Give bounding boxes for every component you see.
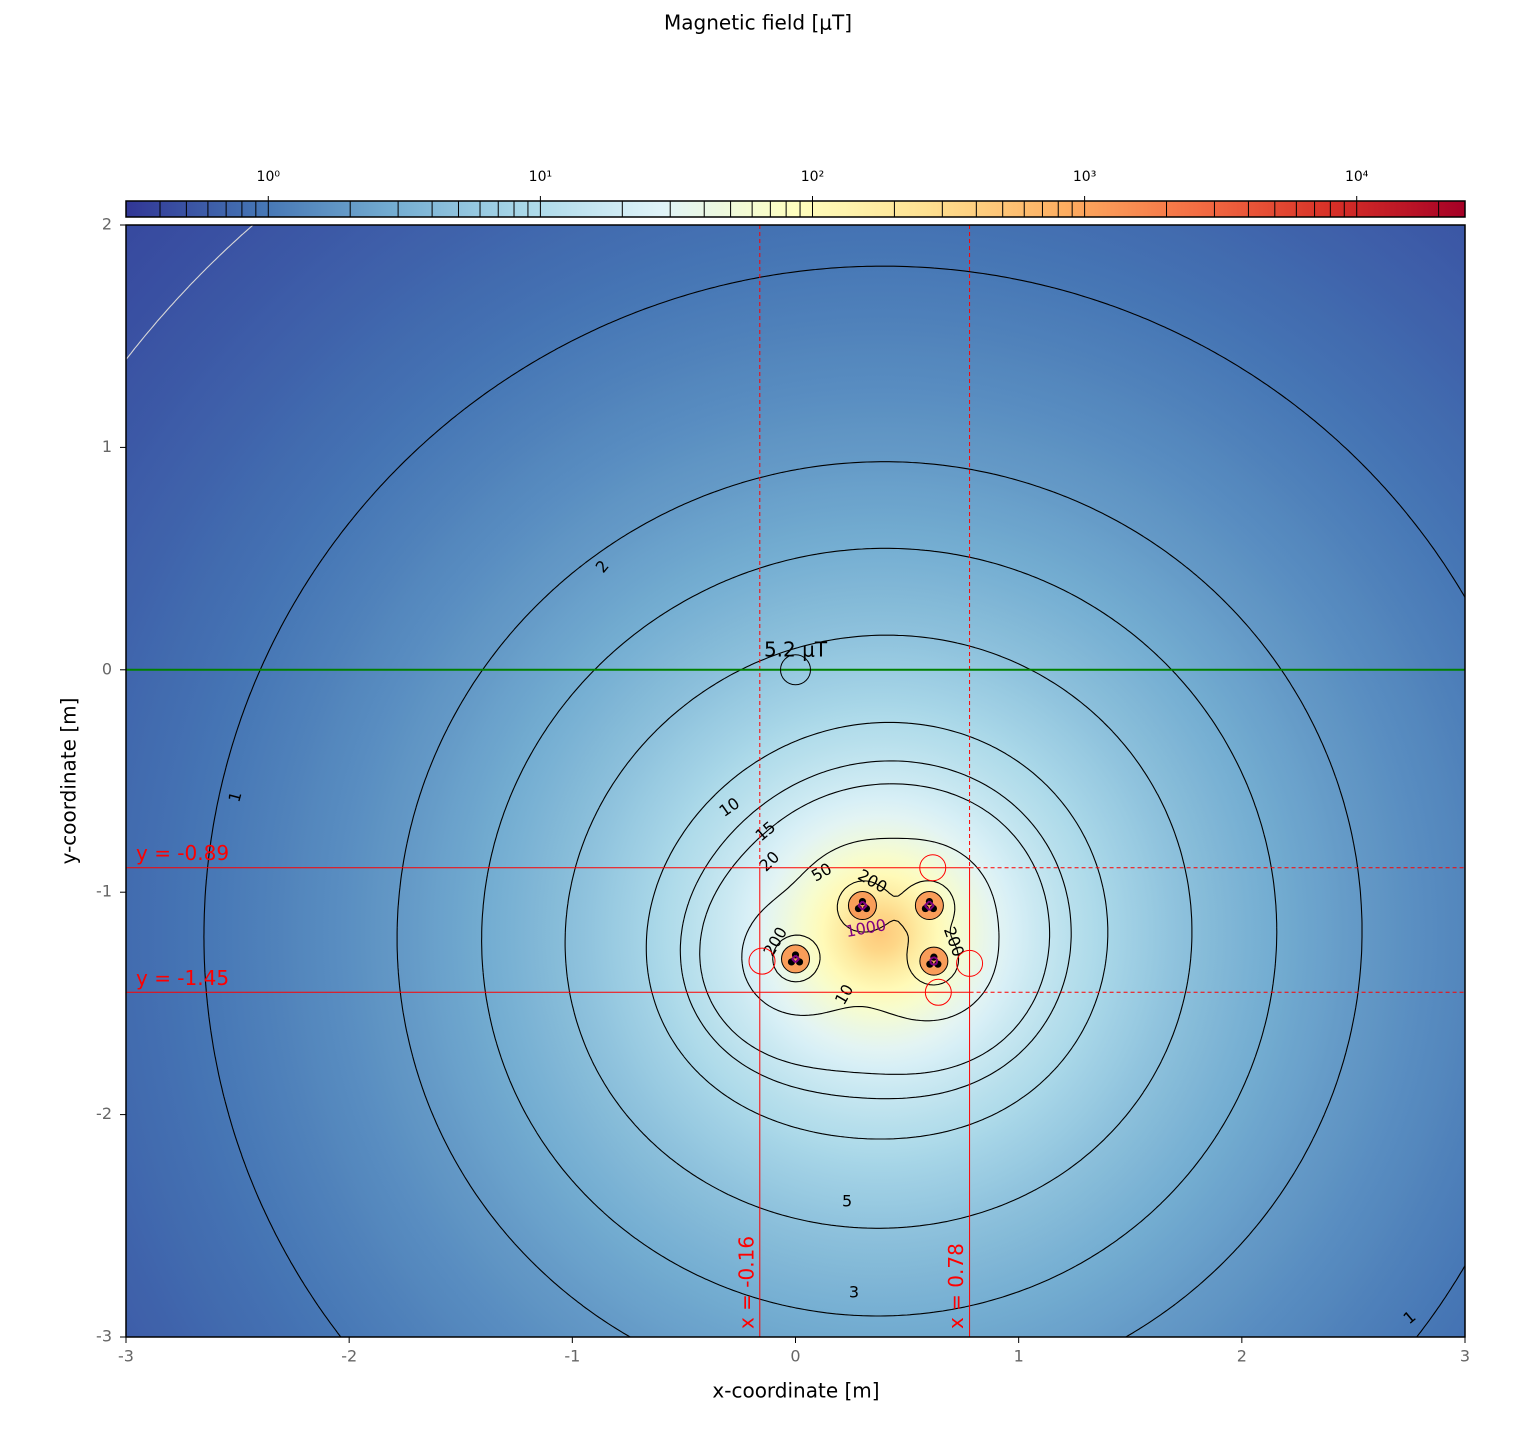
x-reference-label: x = -0.16 [734,1236,758,1329]
x-tick-label: -1 [564,1347,580,1366]
x-tick-label: 0 [790,1347,800,1366]
y-tick-label: 0 [102,659,112,678]
contour-line [741,837,1000,1022]
contour-line [203,265,1465,1337]
x-tick-label: 2 [1237,1347,1247,1366]
contour-label: 1 [225,789,246,804]
colorbar-tick-label: 10⁴ [1345,169,1369,185]
y-reference-label: y = -0.89 [136,841,229,865]
conductor [919,946,949,976]
conductor-body [781,944,810,974]
contour-line [772,880,960,986]
y-tick-label: -3 [96,1327,112,1346]
conductor-core [926,960,934,968]
colorbar-tick-label: 10³ [1073,169,1096,185]
x-tick-label: 1 [1014,1347,1024,1366]
conductor [781,944,810,974]
contour-line [564,634,1193,1229]
colorbar-tick-label: 10⁰ [257,169,281,185]
chart-title: Magnetic field [μT] [664,11,852,35]
y-tick-label: 2 [102,215,112,234]
y-tick-label: -1 [96,882,112,901]
contour-line [396,461,1363,1337]
measurement-label: 5.2 μT [764,637,828,661]
contour-line [481,547,1278,1317]
contour-line [699,783,1051,1075]
contour-line [791,900,939,966]
x-reference-label: x = 0.78 [944,1243,968,1329]
y-tick-label: -2 [96,1104,112,1123]
envelope-circle [748,947,776,975]
y-tick-label: 1 [102,437,112,456]
conductor-body [847,891,877,921]
contour-label: 5 [842,1192,852,1211]
conductor-body [914,891,944,921]
x-tick-label: -3 [118,1347,134,1366]
conductor [847,891,877,921]
x-tick-label: -2 [341,1347,357,1366]
contour-line [645,721,1109,1140]
heatmap [126,225,1465,1337]
conductor [914,891,944,921]
y-axis-label: y-coordinate [m] [57,698,81,865]
contour-label: 3 [849,1282,859,1301]
colorbar-tick-label: 10² [801,169,824,185]
colorbar-tick-label: 10¹ [529,169,552,185]
x-axis-label: x-coordinate [m] [712,1379,879,1403]
conductor-body [919,946,949,976]
colorbar [125,200,1466,218]
y-reference-label: y = -1.45 [136,966,229,990]
contour-line [679,760,1072,1100]
measurement-point [780,654,811,686]
x-tick-label: 3 [1460,1347,1470,1366]
